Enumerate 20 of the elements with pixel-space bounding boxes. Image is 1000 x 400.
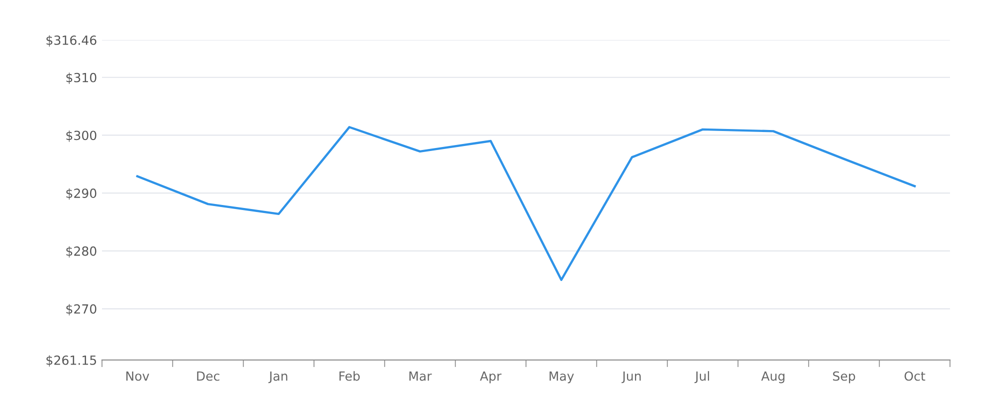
- y-tick-label: $290: [66, 188, 96, 200]
- x-tick-label: May: [550, 371, 574, 384]
- line-series: [136, 126, 916, 281]
- y-tick-label: $310: [66, 72, 96, 84]
- x-tick-label: Feb: [339, 371, 360, 381]
- y-tick-label: $316.46: [46, 35, 96, 47]
- x-tick-label: Aug: [761, 371, 784, 384]
- x-tick-label: Dec: [197, 371, 220, 381]
- x-tick-label: Sep: [833, 371, 856, 384]
- y-tick-label: $261.15: [46, 355, 96, 367]
- y-tick-label: $270: [66, 304, 96, 316]
- x-tick-label: Jan: [268, 371, 288, 384]
- x-tick-label: Jul: [694, 371, 710, 384]
- x-tick-label: Oct: [904, 371, 926, 381]
- y-tick-label: $300: [66, 130, 96, 142]
- y-tick-label: $280: [66, 246, 96, 258]
- x-tick-label: Jun: [622, 371, 641, 384]
- x-tick-label: Mar: [409, 371, 432, 381]
- x-tick-label: Nov: [126, 371, 150, 381]
- x-tick-label: Apr: [480, 371, 502, 384]
